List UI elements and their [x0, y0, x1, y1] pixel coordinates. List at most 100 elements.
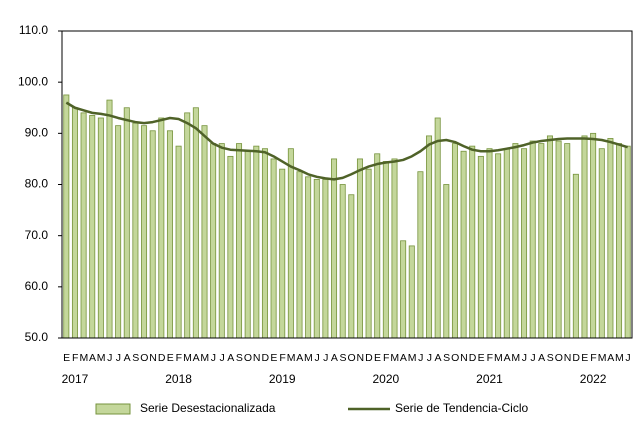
- bar: [512, 143, 519, 339]
- x-tick-label: M: [390, 352, 398, 364]
- x-tick-label: O: [348, 352, 356, 364]
- x-tick-label: M: [511, 352, 519, 364]
- bar: [210, 143, 217, 339]
- x-tick-label: M: [80, 352, 88, 364]
- x-tick-label: E: [270, 352, 277, 364]
- bar: [166, 130, 173, 339]
- year-label: 2022: [580, 372, 607, 386]
- y-tick-label: 110.0: [19, 23, 48, 37]
- bar: [555, 140, 562, 339]
- y-tick-label: 60.0: [25, 279, 49, 293]
- bar: [287, 148, 294, 339]
- y-tick-label: 50.0: [25, 330, 49, 344]
- bar: [201, 125, 208, 339]
- year-label: 2017: [62, 372, 89, 386]
- x-tick-label: F: [176, 352, 182, 364]
- bar: [149, 130, 156, 339]
- bar: [400, 240, 407, 339]
- x-tick-label: A: [331, 352, 338, 364]
- bar: [374, 153, 381, 339]
- x-tick-label: D: [469, 352, 477, 364]
- legend-label: Serie de Tendencia-Ciclo: [395, 401, 529, 415]
- x-tick-label: M: [97, 352, 105, 364]
- y-tick-label: 70.0: [25, 228, 49, 242]
- x-tick-label: E: [63, 352, 70, 364]
- x-tick-label: F: [590, 352, 596, 364]
- bar: [97, 117, 104, 339]
- bar: [624, 145, 631, 339]
- bar: [305, 176, 312, 339]
- x-tick-label: M: [615, 352, 623, 364]
- bar: [477, 155, 484, 339]
- x-tick-label: N: [149, 352, 156, 364]
- x-tick-label: S: [339, 352, 346, 364]
- bar: [521, 148, 528, 339]
- bar: [236, 143, 243, 339]
- y-tick-label: 80.0: [25, 177, 49, 191]
- bar: [331, 158, 338, 339]
- x-tick-label: O: [555, 352, 563, 364]
- bar: [495, 153, 502, 339]
- bar: [572, 173, 579, 339]
- bar: [486, 148, 493, 339]
- x-tick-label: A: [124, 352, 131, 364]
- bar: [443, 184, 450, 339]
- x-tick-label: S: [132, 352, 139, 364]
- bar: [564, 143, 571, 339]
- legend-swatch: [95, 403, 131, 415]
- x-tick-label: A: [89, 352, 96, 364]
- bar: [451, 143, 458, 339]
- bar: [529, 140, 536, 339]
- x-tick-label: D: [158, 352, 166, 364]
- x-tick-label: M: [183, 352, 191, 364]
- bar: [408, 245, 415, 339]
- bar: [348, 194, 355, 339]
- x-tick-label: S: [236, 352, 243, 364]
- year-label: 2019: [269, 372, 296, 386]
- x-tick-label: N: [356, 352, 363, 364]
- x-tick-label: E: [581, 352, 588, 364]
- x-tick-label: E: [167, 352, 174, 364]
- x-tick-label: A: [607, 352, 614, 364]
- legend-label: Serie Desestacionalizada: [140, 401, 276, 415]
- plot-frame: [61, 30, 633, 339]
- bar: [426, 135, 433, 339]
- x-tick-label: F: [487, 352, 493, 364]
- x-tick-label: O: [140, 352, 148, 364]
- bar: [158, 117, 165, 339]
- x-tick-label: J: [323, 352, 328, 364]
- x-tick-label: D: [261, 352, 269, 364]
- x-tick-label: N: [564, 352, 571, 364]
- bar: [184, 112, 191, 339]
- bar: [598, 148, 605, 339]
- bar: [296, 171, 303, 339]
- bar: [365, 168, 372, 339]
- bar: [218, 143, 225, 339]
- bar: [123, 107, 130, 339]
- x-tick-label: A: [296, 352, 303, 364]
- x-tick-label: A: [193, 352, 200, 364]
- x-tick-label: F: [279, 352, 285, 364]
- x-tick-label: M: [408, 352, 416, 364]
- x-tick-label: A: [538, 352, 545, 364]
- bar: [503, 148, 510, 339]
- bar: [80, 112, 87, 339]
- y-tick-label: 100.0: [18, 74, 48, 88]
- x-tick-label: J: [522, 352, 527, 364]
- x-tick-label: M: [200, 352, 208, 364]
- x-tick-label: D: [365, 352, 373, 364]
- x-tick-label: A: [504, 352, 511, 364]
- x-tick-label: A: [400, 352, 407, 364]
- bar: [417, 171, 424, 339]
- x-tick-label: J: [530, 352, 535, 364]
- bar: [244, 150, 251, 339]
- x-tick-label: D: [572, 352, 580, 364]
- x-tick-label: M: [304, 352, 312, 364]
- bar: [581, 135, 588, 339]
- x-tick-label: J: [625, 352, 630, 364]
- year-label: 2018: [165, 372, 192, 386]
- x-tick-label: N: [253, 352, 260, 364]
- bar: [469, 145, 476, 339]
- year-label: 2021: [476, 372, 503, 386]
